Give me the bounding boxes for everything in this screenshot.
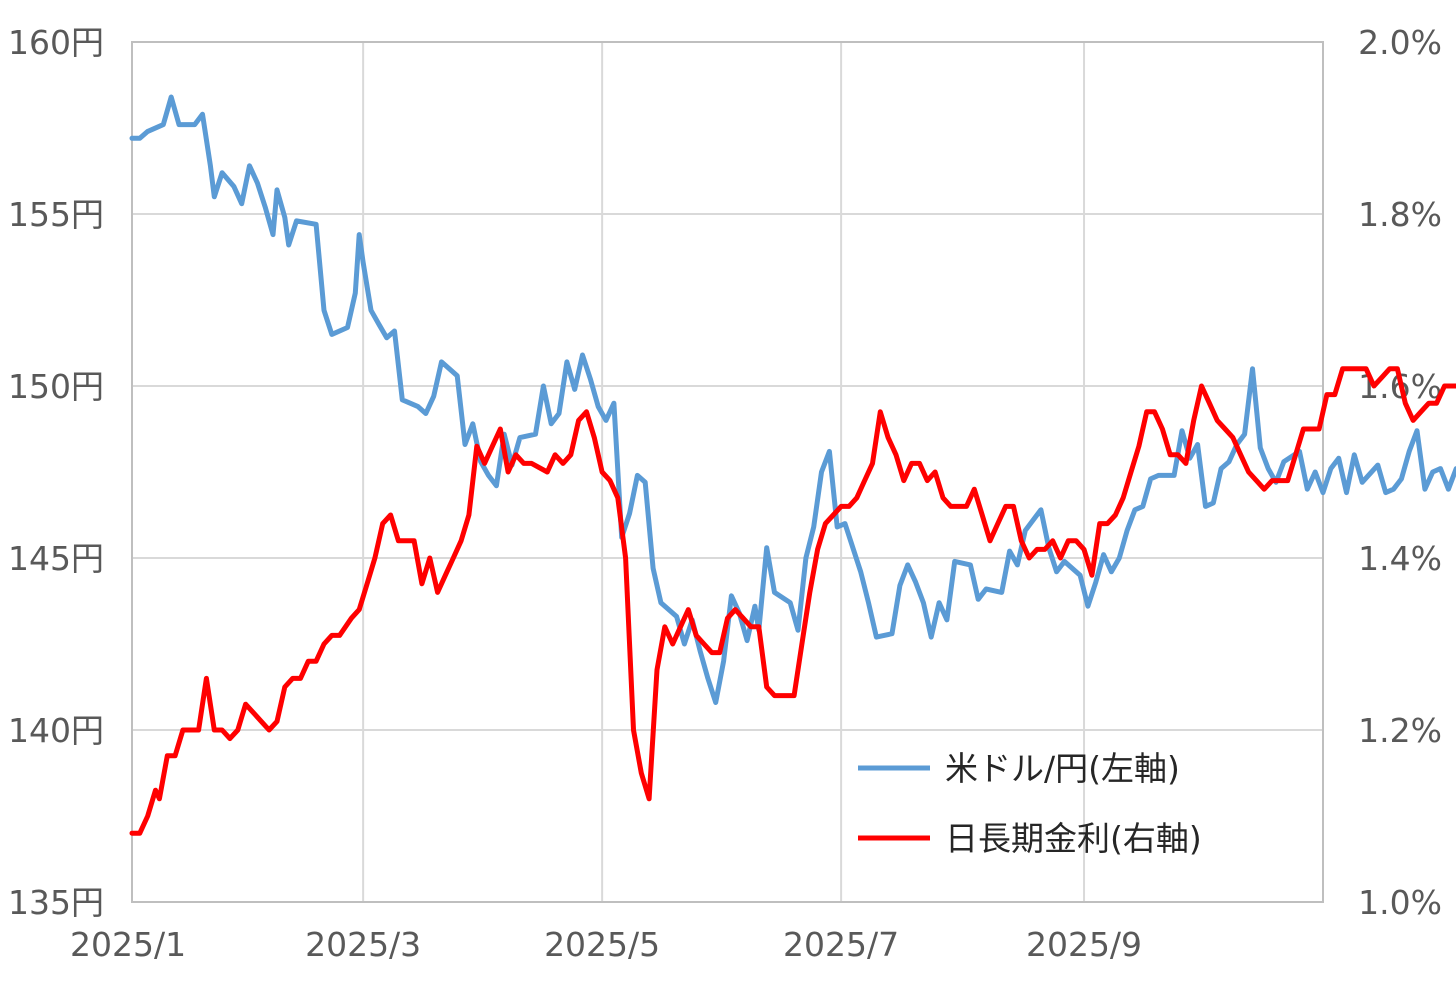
plot-frame	[131, 41, 1324, 903]
y-left-tick-label: 160円	[8, 23, 104, 62]
y-left-tick-label: 150円	[8, 367, 104, 406]
y-right-tick-label: 1.8%	[1358, 195, 1442, 234]
x-tick-label: 2025/5	[544, 925, 660, 964]
x-tick-label: 2025/3	[305, 925, 421, 964]
left-axis-ticks: 135円 140円 145円 150円 155円 160円	[8, 23, 104, 922]
y-right-tick-label: 1.2%	[1358, 711, 1442, 750]
y-left-tick-label: 145円	[8, 539, 104, 578]
x-tick-label: 2025/9	[1026, 925, 1142, 964]
legend-label-jgb: 日長期金利(右軸)	[945, 819, 1202, 858]
y-right-tick-label: 1.0%	[1358, 883, 1442, 922]
legend: 米ドル/円(左軸) 日長期金利(右軸)	[858, 749, 1202, 858]
series-line-jgb	[129, 366, 1456, 836]
x-gridlines	[131, 42, 1086, 902]
y-left-tick-label: 155円	[8, 195, 104, 234]
y-left-tick-label: 135円	[8, 883, 104, 922]
x-axis-ticks: 2025/1 2025/3 2025/5 2025/7 2025/9	[70, 925, 1142, 964]
y-right-tick-label: 2.0%	[1358, 23, 1442, 62]
x-tick-label: 2025/1	[70, 925, 186, 964]
legend-label-usdjpy: 米ドル/円(左軸)	[945, 749, 1180, 788]
y-right-tick-label: 1.4%	[1358, 539, 1442, 578]
series-line-usdjpy	[129, 94, 1456, 705]
x-tick-label: 2025/7	[783, 925, 899, 964]
y-left-tick-label: 140円	[8, 711, 104, 750]
series-lines	[129, 94, 1456, 836]
